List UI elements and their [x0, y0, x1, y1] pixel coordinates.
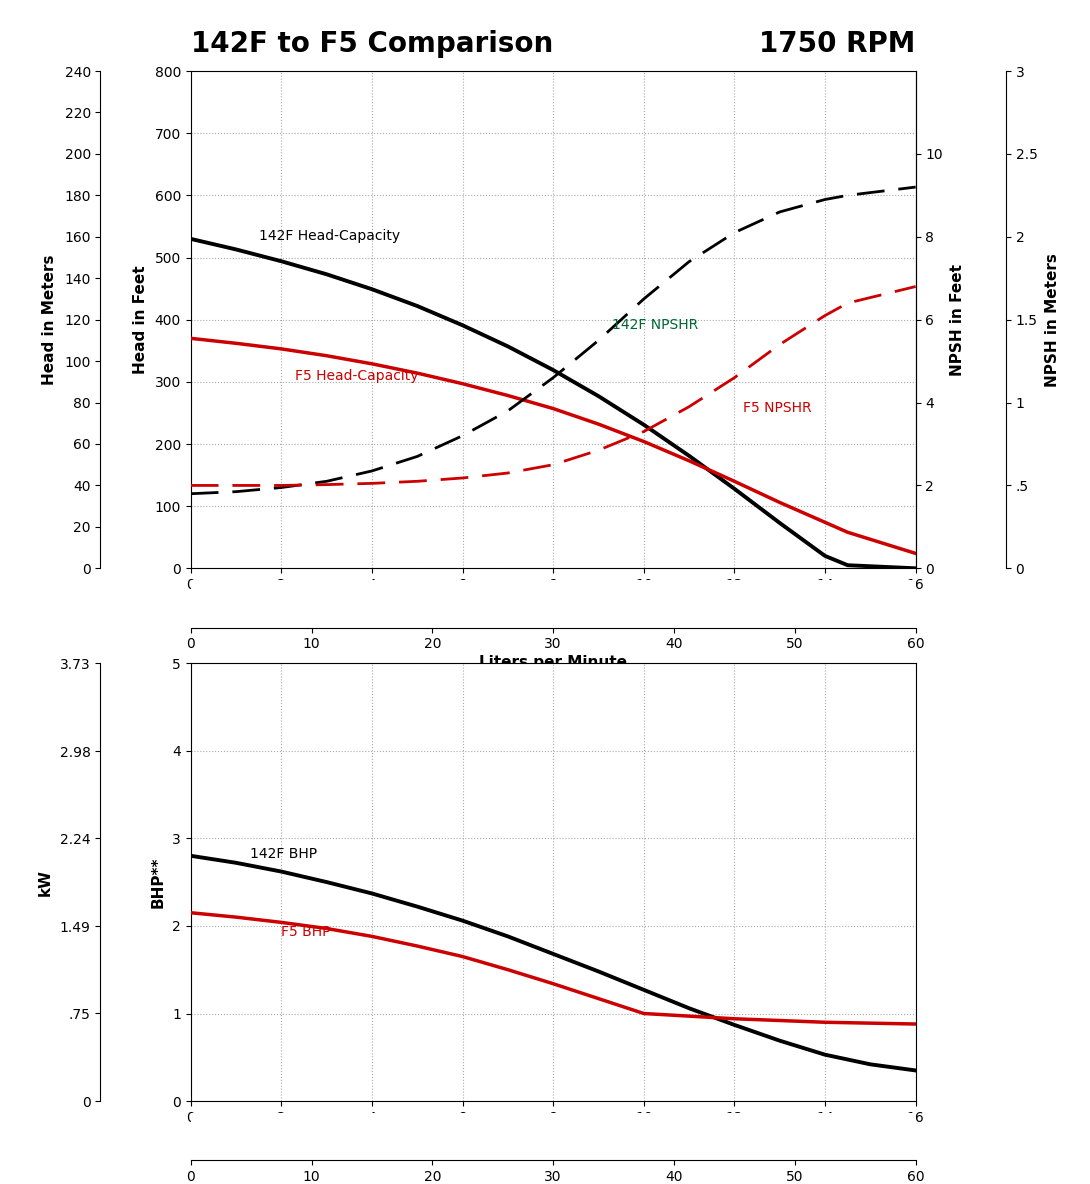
Text: F5 Head-Capacity: F5 Head-Capacity [295, 369, 419, 382]
Y-axis label: kW: kW [38, 869, 53, 895]
Y-axis label: NPSH in Feet: NPSH in Feet [949, 264, 965, 375]
Y-axis label: BHP**: BHP** [150, 856, 166, 908]
Text: F5 NPSHR: F5 NPSHR [743, 401, 812, 414]
Y-axis label: NPSH in Meters: NPSH in Meters [1044, 252, 1059, 387]
Text: F5 BHP: F5 BHP [281, 926, 331, 939]
Text: 142F Head-Capacity: 142F Head-Capacity [258, 230, 400, 243]
X-axis label: U.S. Gallons per Minute: U.S. Gallons per Minute [452, 1132, 654, 1147]
X-axis label: U.S. Gallons per Minute: U.S. Gallons per Minute [452, 599, 654, 614]
Y-axis label: Head in Feet: Head in Feet [133, 265, 148, 374]
Text: 142F to F5 Comparison: 142F to F5 Comparison [191, 30, 553, 58]
Text: 142F BHP: 142F BHP [250, 848, 317, 862]
Text: 1750 RPM: 1750 RPM [760, 30, 916, 58]
Text: 142F NPSHR: 142F NPSHR [613, 318, 699, 333]
Y-axis label: Head in Meters: Head in Meters [43, 255, 58, 385]
X-axis label: Liters per Minute: Liters per Minute [480, 656, 627, 670]
